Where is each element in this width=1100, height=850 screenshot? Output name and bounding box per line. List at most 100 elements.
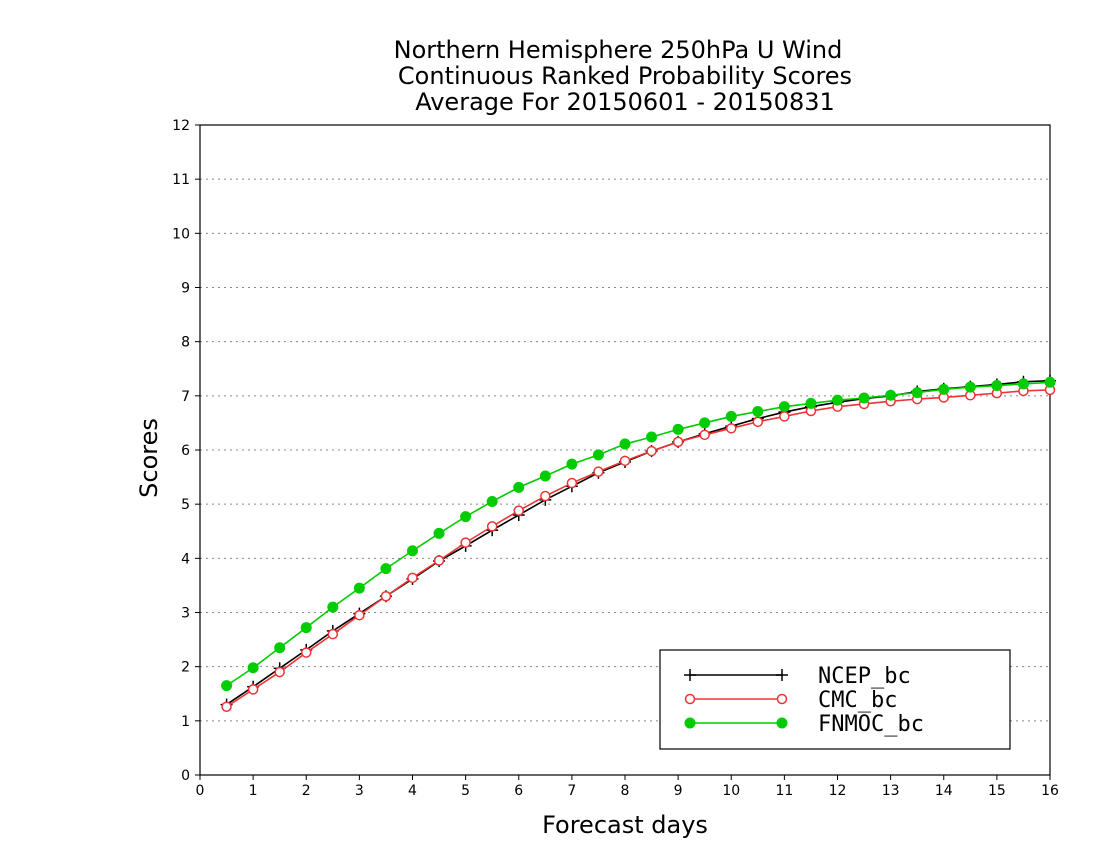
data-point-cmc-bc-8 bbox=[433, 555, 445, 566]
data-point-fnmoc-bc-3 bbox=[300, 622, 312, 634]
legend-label-cmc-bc: CMC_bc bbox=[818, 688, 897, 713]
x-tick-label-5: 5 bbox=[461, 783, 470, 799]
data-point-fnmoc-bc-28 bbox=[964, 381, 976, 393]
y-axis-label: Scores bbox=[135, 418, 163, 498]
data-point-fnmoc-bc-17 bbox=[672, 423, 684, 435]
series-fnmoc-bc bbox=[221, 376, 1056, 692]
data-point-fnmoc-bc-0 bbox=[221, 680, 233, 692]
data-point-cmc-bc-3 bbox=[301, 647, 312, 658]
data-point-fnmoc-bc-24 bbox=[858, 392, 870, 404]
data-point-fnmoc-bc-22 bbox=[805, 397, 817, 409]
data-point-fnmoc-bc-27 bbox=[938, 383, 950, 395]
data-point-fnmoc-bc-9 bbox=[460, 511, 472, 523]
data-point-fnmoc-bc-23 bbox=[832, 394, 843, 406]
data-point-cmc-bc-20 bbox=[752, 416, 764, 428]
data-point-cmc-bc-21 bbox=[779, 411, 790, 422]
data-point-cmc-bc-1 bbox=[247, 684, 259, 695]
legend-marker-start bbox=[684, 693, 696, 705]
x-tick-label-9: 9 bbox=[674, 783, 683, 799]
data-point-cmc-bc-6 bbox=[380, 591, 392, 602]
legend-entry-fnmoc-bc: FNMOC_bc bbox=[684, 712, 924, 737]
x-tick-label-11: 11 bbox=[775, 783, 793, 799]
x-tick-label-13: 13 bbox=[882, 783, 900, 799]
x-tick-label-10: 10 bbox=[722, 783, 740, 799]
data-point-fnmoc-bc-25 bbox=[885, 389, 897, 401]
data-point-cmc-bc-17 bbox=[672, 436, 684, 448]
x-axis-label: Forecast days bbox=[542, 811, 708, 839]
y-tick-label-3: 3 bbox=[181, 606, 190, 622]
data-point-fnmoc-bc-5 bbox=[353, 582, 365, 594]
x-tick-label-16: 16 bbox=[1041, 783, 1059, 799]
data-point-cmc-bc-12 bbox=[540, 490, 551, 502]
y-tick-label-9: 9 bbox=[181, 281, 190, 297]
y-tick-label-5: 5 bbox=[181, 497, 190, 513]
x-tick-label-6: 6 bbox=[514, 783, 523, 799]
data-point-fnmoc-bc-7 bbox=[407, 545, 418, 557]
legend-label-fnmoc-bc: FNMOC_bc bbox=[818, 712, 924, 737]
x-tick-label-8: 8 bbox=[621, 783, 630, 799]
data-point-cmc-bc-11 bbox=[513, 505, 524, 516]
chart-title-line-3: Average For 20150601 - 20150831 bbox=[415, 88, 835, 116]
data-point-fnmoc-bc-12 bbox=[539, 470, 551, 482]
y-tick-label-10: 10 bbox=[172, 226, 190, 242]
x-tick-label-1: 1 bbox=[249, 783, 258, 799]
legend-label-ncep-bc: NCEP_bc bbox=[818, 664, 911, 689]
data-point-fnmoc-bc-21 bbox=[778, 401, 790, 413]
data-point-fnmoc-bc-4 bbox=[327, 601, 339, 613]
data-point-fnmoc-bc-31 bbox=[1044, 376, 1056, 388]
data-point-fnmoc-bc-30 bbox=[1017, 378, 1029, 390]
y-tick-label-4: 4 bbox=[181, 551, 190, 567]
chart-title-line-1: Northern Hemisphere 250hPa U Wind bbox=[394, 36, 843, 64]
data-point-cmc-bc-19 bbox=[726, 423, 737, 434]
x-tick-label-12: 12 bbox=[829, 783, 847, 799]
y-tick-label-0: 0 bbox=[181, 768, 190, 784]
y-tick-label-11: 11 bbox=[172, 172, 190, 188]
data-point-cmc-bc-2 bbox=[274, 666, 285, 678]
data-point-cmc-bc-15 bbox=[619, 455, 631, 467]
data-point-cmc-bc-10 bbox=[486, 521, 498, 532]
x-tick-label-7: 7 bbox=[567, 783, 576, 799]
legend-entry-cmc-bc: CMC_bc bbox=[684, 688, 897, 713]
data-point-fnmoc-bc-26 bbox=[911, 387, 923, 399]
data-point-cmc-bc-0 bbox=[221, 701, 232, 712]
data-point-cmc-bc-13 bbox=[566, 477, 578, 489]
y-tick-label-1: 1 bbox=[181, 714, 190, 730]
data-point-fnmoc-bc-1 bbox=[247, 662, 259, 674]
y-tick-label-2: 2 bbox=[181, 660, 190, 676]
data-point-fnmoc-bc-6 bbox=[380, 563, 392, 575]
data-point-fnmoc-bc-13 bbox=[566, 458, 578, 470]
y-tick-label-12: 12 bbox=[172, 118, 190, 134]
data-point-fnmoc-bc-14 bbox=[592, 449, 604, 461]
legend-marker-end bbox=[776, 693, 788, 705]
data-point-cmc-bc-16 bbox=[646, 445, 657, 457]
data-point-fnmoc-bc-11 bbox=[513, 481, 525, 493]
series-group bbox=[220, 374, 1056, 712]
grid-lines bbox=[200, 178, 1050, 722]
data-point-cmc-bc-7 bbox=[407, 572, 418, 584]
data-point-cmc-bc-9 bbox=[460, 537, 471, 548]
data-point-fnmoc-bc-29 bbox=[991, 380, 1003, 392]
legend-marker-end bbox=[776, 669, 788, 681]
x-tick-label-3: 3 bbox=[355, 783, 364, 799]
data-point-fnmoc-bc-18 bbox=[699, 417, 711, 429]
x-tick-label-2: 2 bbox=[302, 783, 311, 799]
y-tick-label-8: 8 bbox=[181, 335, 190, 351]
chart-title-line-2: Continuous Ranked Probability Scores bbox=[398, 62, 852, 90]
data-point-cmc-bc-4 bbox=[327, 628, 339, 640]
series-line-fnmoc-bc bbox=[226, 381, 1051, 687]
data-point-fnmoc-bc-20 bbox=[752, 406, 764, 418]
legend-entry-ncep-bc: NCEP_bc bbox=[684, 664, 911, 689]
legend-marker-start bbox=[684, 717, 696, 729]
data-point-fnmoc-bc-10 bbox=[486, 495, 498, 507]
x-tick-label-15: 15 bbox=[988, 783, 1006, 799]
data-point-cmc-bc-14 bbox=[593, 466, 604, 477]
data-point-cmc-bc-18 bbox=[699, 429, 710, 441]
legend-marker-end bbox=[776, 717, 788, 729]
x-tick-label-14: 14 bbox=[935, 783, 953, 799]
y-tick-label-6: 6 bbox=[181, 443, 190, 459]
